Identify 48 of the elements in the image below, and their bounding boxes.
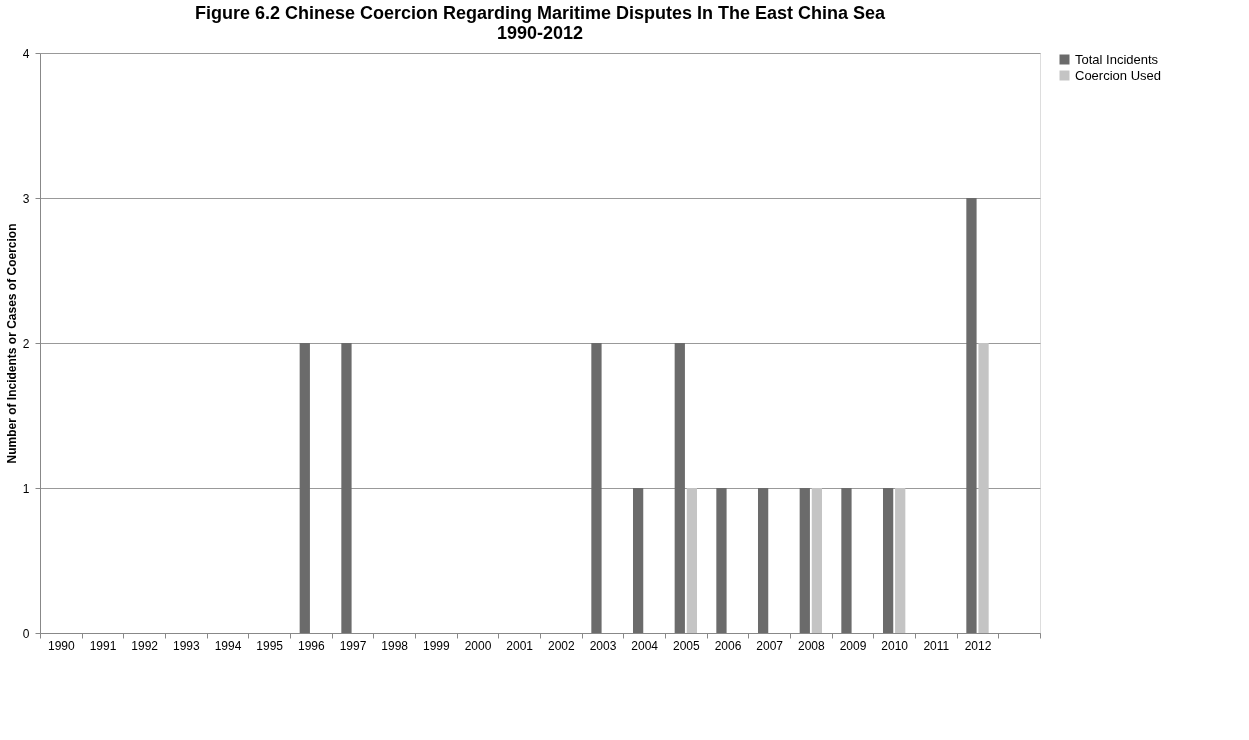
y-axis-title: Number of Incidents or Cases of Coercion xyxy=(4,223,19,464)
x-tick-label: 1998 xyxy=(381,638,409,653)
x-tick-label: 2012 xyxy=(964,638,992,653)
y-tick-label: 4 xyxy=(22,46,30,61)
x-tick-label: 2009 xyxy=(839,638,867,653)
y-tick-label: 1 xyxy=(22,481,30,496)
x-tick-label: 1993 xyxy=(172,638,200,653)
x-tick-label: 2001 xyxy=(506,638,534,653)
x-tick-label: 2002 xyxy=(547,638,575,653)
x-tick-label: 2003 xyxy=(589,638,617,653)
bar xyxy=(841,488,852,633)
bar xyxy=(591,343,602,633)
x-tick-label: 1997 xyxy=(339,638,367,653)
x-tick-label: 2007 xyxy=(756,638,784,653)
x-tick-label: 1999 xyxy=(422,638,450,653)
x-tick-label: 1992 xyxy=(131,638,159,653)
legend-label: Total Incidents xyxy=(1075,51,1159,67)
bar xyxy=(966,198,977,633)
y-tick-label: 0 xyxy=(22,626,30,641)
bar xyxy=(716,488,727,633)
x-tick-label: 1995 xyxy=(256,638,284,653)
bar xyxy=(674,343,685,633)
bar xyxy=(686,488,697,633)
x-tick-label: 2008 xyxy=(797,638,825,653)
bar xyxy=(978,343,989,633)
x-tick-label: 2010 xyxy=(881,638,909,653)
x-tick-label: 1996 xyxy=(297,638,325,653)
bar xyxy=(341,343,352,633)
x-tick-label: 2005 xyxy=(672,638,700,653)
bar xyxy=(895,488,906,633)
x-tick-label: 2006 xyxy=(714,638,742,653)
x-tick-label: 2011 xyxy=(923,638,950,653)
y-tick-label: 2 xyxy=(22,336,30,351)
bar xyxy=(758,488,769,633)
x-tick-label: 1994 xyxy=(214,638,242,653)
bar xyxy=(811,488,822,633)
bar xyxy=(633,488,644,633)
text: 1990-2012 xyxy=(496,23,584,43)
text: Figure 6.2 Chinese Coercion Regarding Maritime Disputes In The East China Sea xyxy=(194,3,886,23)
bar xyxy=(883,488,894,633)
x-tick-label: 1991 xyxy=(89,638,117,653)
bar xyxy=(299,343,310,633)
x-tick-label: 2000 xyxy=(464,638,492,653)
y-tick-label: 3 xyxy=(22,191,30,206)
x-tick-label: 1990 xyxy=(47,638,75,653)
legend-label: Coercion Used xyxy=(1075,67,1161,83)
bar xyxy=(799,488,810,633)
x-tick-label: 2004 xyxy=(631,638,659,653)
